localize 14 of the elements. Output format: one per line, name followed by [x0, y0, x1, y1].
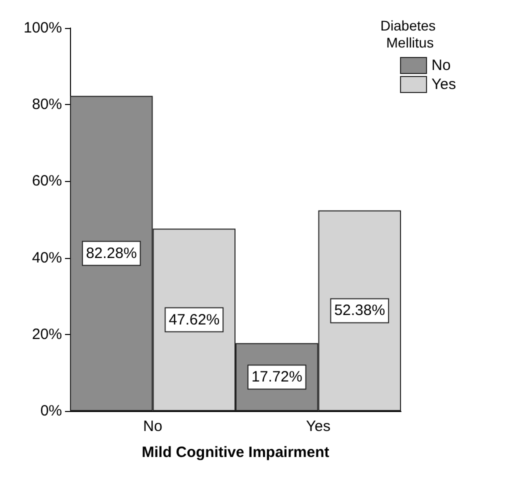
y-tick-label: 80%	[32, 96, 62, 114]
data-label: 82.28%	[86, 244, 137, 262]
y-tick-label: 100%	[24, 20, 62, 36]
x-axis-title: Mild Cognitive Impairment	[142, 444, 330, 461]
data-label: 17.72%	[251, 368, 302, 386]
legend-label: Yes	[432, 76, 456, 93]
legend-title: Diabetes Mellitus	[380, 18, 440, 50]
y-tick-label: 20%	[32, 326, 62, 343]
data-label: 47.62%	[168, 311, 220, 328]
y-tick-label: 40%	[32, 249, 62, 266]
y-tick-label: 60%	[32, 172, 62, 190]
data-label: 52.38%	[334, 302, 386, 320]
y-tick-label: 0%	[40, 402, 62, 420]
legend-label: No	[432, 57, 451, 74]
